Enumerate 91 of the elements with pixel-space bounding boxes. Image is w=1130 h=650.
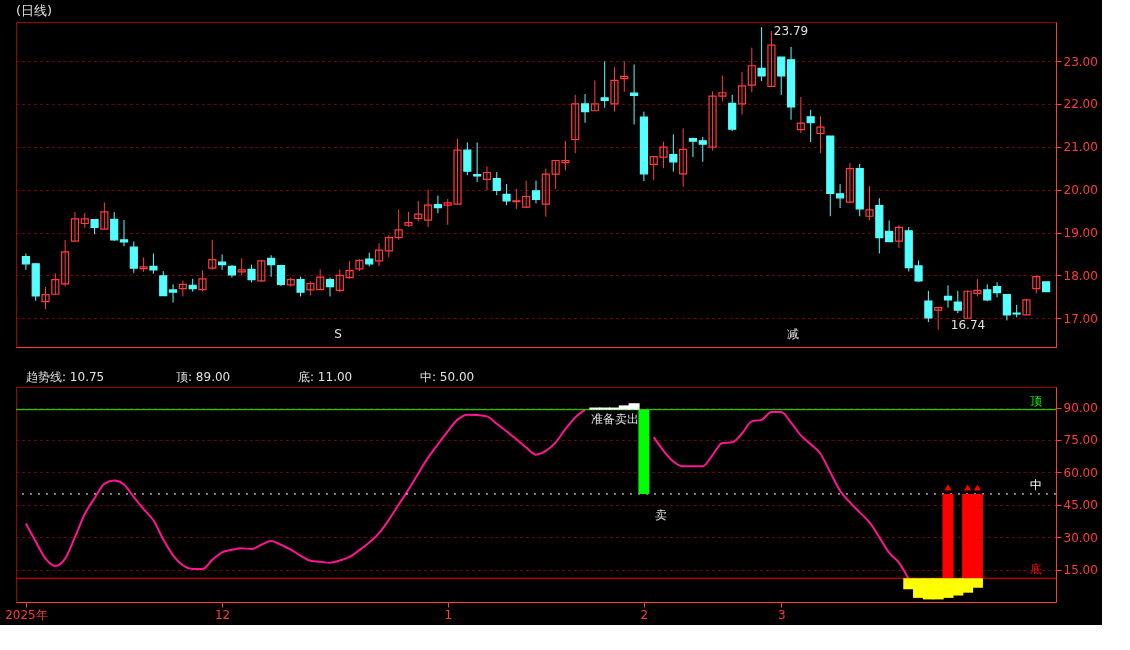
candlestick bbox=[502, 183, 511, 206]
candlestick bbox=[806, 109, 815, 143]
candlestick bbox=[424, 189, 433, 228]
chart-title: (日线) bbox=[16, 3, 53, 18]
annotation: 卖 bbox=[655, 508, 667, 522]
ref-line-label: 中 bbox=[1030, 477, 1043, 492]
candlestick bbox=[934, 306, 943, 330]
candlestick bbox=[325, 277, 335, 297]
annotation: 16.74 bbox=[950, 318, 986, 332]
candlestick bbox=[865, 185, 874, 221]
candlestick bbox=[845, 162, 854, 203]
candlestick bbox=[610, 66, 619, 113]
y-tick-label: 45.00 bbox=[1063, 498, 1098, 513]
candlestick bbox=[571, 94, 580, 154]
candlestick bbox=[414, 200, 423, 222]
candlestick bbox=[129, 241, 138, 274]
candlestick bbox=[836, 183, 845, 209]
ref-line-label: 底 bbox=[1030, 562, 1043, 577]
candlestick bbox=[767, 30, 776, 87]
candlestick bbox=[531, 180, 541, 204]
candlestick bbox=[384, 234, 393, 258]
candlestick bbox=[698, 136, 707, 163]
candlestick bbox=[159, 270, 168, 297]
candlestick bbox=[816, 115, 825, 154]
text: 中: 50.00 bbox=[420, 370, 475, 384]
candlestick bbox=[894, 224, 904, 249]
candlestick bbox=[1002, 294, 1011, 321]
y-tick-label: 75.00 bbox=[1063, 433, 1098, 448]
y-tick-label: 23.00 bbox=[1063, 54, 1098, 69]
candlestick bbox=[590, 79, 599, 112]
candlestick bbox=[61, 239, 70, 288]
candlestick bbox=[296, 276, 305, 297]
candlestick bbox=[149, 253, 158, 275]
candlestick bbox=[679, 127, 688, 188]
candlestick bbox=[110, 211, 119, 242]
candlestick bbox=[21, 253, 30, 271]
candlestick bbox=[796, 96, 805, 134]
candlestick bbox=[482, 165, 492, 191]
candlestick bbox=[737, 71, 747, 116]
candlestick bbox=[924, 290, 933, 323]
candlestick bbox=[168, 283, 178, 303]
annotation: 23.79 bbox=[773, 24, 809, 38]
candlestick bbox=[267, 254, 276, 278]
candlestick bbox=[178, 280, 187, 297]
candlestick bbox=[463, 141, 472, 176]
candlestick bbox=[630, 63, 639, 125]
x-tick-label: 1 bbox=[444, 607, 453, 622]
candlestick bbox=[600, 60, 609, 109]
text: 底: 11.00 bbox=[298, 370, 353, 384]
candlestick bbox=[992, 281, 1002, 298]
y-tick-label: 20.00 bbox=[1063, 183, 1098, 198]
y-tick-label: 60.00 bbox=[1063, 465, 1098, 480]
y-tick-label: 18.00 bbox=[1063, 268, 1098, 283]
candlestick bbox=[580, 93, 590, 124]
candlestick bbox=[433, 195, 442, 214]
ref-line-label: 顶 bbox=[1030, 393, 1043, 408]
annotation: S bbox=[334, 327, 342, 341]
y-tick-label: 30.00 bbox=[1063, 530, 1098, 545]
y-tick-label: 21.00 bbox=[1063, 140, 1098, 155]
candlestick bbox=[953, 290, 962, 314]
y-tick-label: 15.00 bbox=[1063, 563, 1098, 578]
candlestick bbox=[757, 26, 766, 82]
candlestick bbox=[208, 239, 217, 271]
candlestick bbox=[100, 202, 109, 230]
candlestick bbox=[374, 242, 384, 267]
x-tick-label: 2025年 bbox=[5, 607, 48, 622]
x-tick-label: 2 bbox=[640, 607, 649, 622]
candlestick bbox=[1032, 274, 1041, 294]
y-tick-label: 22.00 bbox=[1063, 97, 1098, 112]
y-tick-label: 90.00 bbox=[1063, 401, 1098, 416]
x-tick-label: 12 bbox=[214, 607, 231, 622]
candlestick bbox=[394, 208, 403, 241]
candlestick bbox=[218, 253, 227, 271]
candlestick bbox=[669, 133, 678, 173]
candlestick bbox=[777, 56, 786, 96]
candlestick bbox=[885, 220, 894, 243]
candlestick bbox=[119, 219, 129, 247]
candlestick bbox=[620, 60, 629, 93]
candlestick bbox=[257, 259, 266, 283]
x-tick-label: 3 bbox=[777, 607, 786, 622]
candlestick bbox=[747, 47, 756, 93]
candlestick bbox=[198, 269, 207, 292]
candlestick bbox=[70, 211, 80, 242]
y-tick-label: 17.00 bbox=[1063, 311, 1098, 326]
candlestick bbox=[473, 141, 482, 183]
candlestick bbox=[492, 171, 501, 196]
text: 趋势线: 10.75 bbox=[26, 370, 105, 384]
annotation: 准备卖出 bbox=[591, 412, 639, 426]
y-tick-label: 19.00 bbox=[1063, 226, 1098, 241]
annotation: 减 bbox=[787, 327, 799, 341]
text: 顶: 89.00 bbox=[176, 370, 231, 384]
